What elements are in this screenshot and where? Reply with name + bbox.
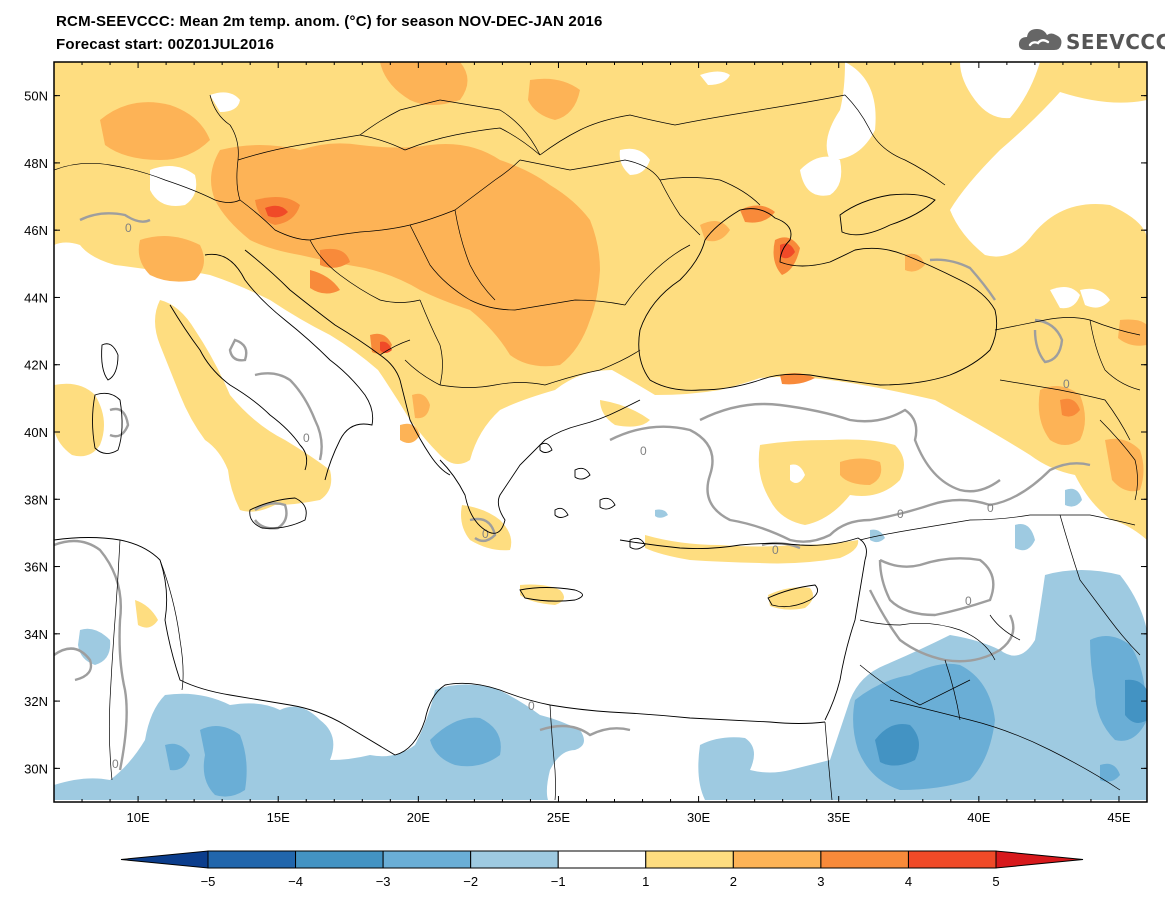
contour-label: 0 bbox=[303, 431, 310, 445]
anomaly-minus-2-3 bbox=[165, 636, 1147, 797]
map-body: 0 0 0 0 0 0 0 0 0 0 0 bbox=[54, 62, 1147, 802]
lat-label: 38N bbox=[24, 492, 48, 507]
contour-label: 0 bbox=[772, 543, 779, 557]
lon-label: 20E bbox=[407, 810, 430, 825]
lat-label: 44N bbox=[24, 290, 48, 305]
colorbar-segment bbox=[732, 850, 822, 869]
lat-label: 30N bbox=[24, 761, 48, 776]
contour-label: 0 bbox=[965, 594, 972, 608]
anomaly-4-5 bbox=[265, 205, 795, 353]
lon-label: 10E bbox=[127, 810, 150, 825]
lat-label: 34N bbox=[24, 627, 48, 642]
lat-label: 40N bbox=[24, 425, 48, 440]
lat-label: 48N bbox=[24, 156, 48, 171]
anomaly-2-3 bbox=[100, 62, 1147, 492]
contour-label: 0 bbox=[640, 444, 647, 458]
contour-label: 0 bbox=[1063, 377, 1070, 391]
lon-label: 40E bbox=[967, 810, 990, 825]
colorbar-label: 2 bbox=[730, 874, 737, 889]
anomaly-neutral bbox=[150, 62, 1110, 484]
colorbar-max-arrow bbox=[995, 850, 1084, 869]
longitude-labels: 10E 15E 20E 25E 30E 35E 40E 45E bbox=[127, 810, 1131, 825]
colorbar-min-arrow bbox=[120, 850, 209, 869]
latitude-labels: 50N 48N 46N 44N 42N 40N 38N 36N 34N 32N 30N bbox=[24, 89, 48, 777]
colorbar-segment bbox=[470, 850, 559, 869]
colorbar-segment bbox=[645, 850, 734, 869]
forecast-start: Forecast start: 00Z01JUL2016 bbox=[56, 36, 275, 53]
colorbar-label: 1 bbox=[642, 874, 649, 889]
zero-contour-labels: 0 0 0 0 0 0 0 0 0 0 0 bbox=[112, 221, 1070, 771]
seevccc-logo: SEEVCCC bbox=[1018, 24, 1165, 54]
lon-label: 30E bbox=[687, 810, 710, 825]
contour-label: 0 bbox=[987, 501, 994, 515]
logo-text: SEEVCCC bbox=[1066, 30, 1165, 54]
lat-label: 36N bbox=[24, 560, 48, 575]
colorbar-label: 4 bbox=[905, 874, 912, 889]
cloud-icon bbox=[1018, 29, 1062, 50]
colorbar-segment bbox=[820, 850, 909, 869]
lat-label: 32N bbox=[24, 694, 48, 709]
colorbar-label: 3 bbox=[817, 874, 824, 889]
colorbar-label: −2 bbox=[463, 874, 478, 889]
colorbar-segment bbox=[907, 850, 997, 869]
lat-label: 50N bbox=[24, 89, 48, 104]
contour-label: 0 bbox=[528, 699, 535, 713]
colorbar-labels: −5 −4 −3 −2 −1 1 2 3 4 5 bbox=[201, 874, 1000, 889]
colorbar bbox=[120, 850, 1084, 869]
contour-label: 0 bbox=[125, 221, 132, 235]
contour-label: 0 bbox=[482, 527, 489, 541]
map-title: RCM-SEEVCCC: Mean 2m temp. anom. (°C) fo… bbox=[56, 13, 603, 30]
anomaly-minus-3-4 bbox=[875, 679, 1147, 766]
colorbar-segment bbox=[295, 850, 384, 869]
axis-ticks bbox=[54, 62, 1147, 802]
lon-label: 45E bbox=[1107, 810, 1130, 825]
lon-label: 35E bbox=[827, 810, 850, 825]
country-borders bbox=[54, 94, 1141, 801]
colorbar-label: −4 bbox=[288, 874, 303, 889]
colorbar-label: −1 bbox=[551, 874, 566, 889]
colorbar-label: −3 bbox=[376, 874, 391, 889]
lat-label: 46N bbox=[24, 223, 48, 238]
colorbar-segment bbox=[207, 850, 297, 869]
lon-label: 25E bbox=[547, 810, 570, 825]
lat-label: 42N bbox=[24, 358, 48, 373]
colorbar-segment bbox=[557, 850, 647, 869]
coastlines bbox=[54, 193, 998, 756]
contour-label: 0 bbox=[897, 507, 904, 521]
colorbar-label: 5 bbox=[992, 874, 999, 889]
anomaly-3-4 bbox=[255, 196, 1080, 417]
colorbar-label: −5 bbox=[201, 874, 216, 889]
contour-label: 0 bbox=[112, 757, 119, 771]
colorbar-segment bbox=[382, 850, 472, 869]
lon-label: 15E bbox=[267, 810, 290, 825]
